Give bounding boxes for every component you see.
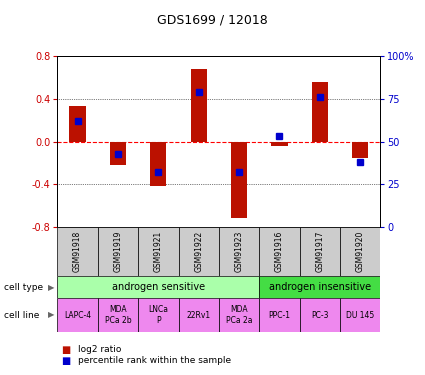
- Bar: [259, 227, 300, 276]
- Text: GSM91916: GSM91916: [275, 231, 284, 272]
- Text: LAPC-4: LAPC-4: [64, 310, 91, 320]
- Bar: [300, 298, 340, 332]
- Bar: [259, 298, 300, 332]
- Text: 22Rv1: 22Rv1: [187, 310, 211, 320]
- Bar: [57, 298, 98, 332]
- Bar: [340, 227, 380, 276]
- Bar: [57, 276, 259, 298]
- Text: androgen sensitive: androgen sensitive: [112, 282, 205, 292]
- Bar: [178, 227, 219, 276]
- Text: ▶: ▶: [48, 310, 54, 320]
- Text: GSM91920: GSM91920: [356, 231, 365, 272]
- Bar: [259, 276, 380, 298]
- Bar: [271, 141, 287, 146]
- Bar: [98, 227, 138, 276]
- Bar: [231, 141, 247, 218]
- Bar: [150, 141, 166, 186]
- Bar: [138, 227, 178, 276]
- Text: ▶: ▶: [48, 283, 54, 292]
- Text: GSM91917: GSM91917: [315, 231, 324, 272]
- Text: GSM91921: GSM91921: [154, 231, 163, 272]
- Bar: [219, 298, 259, 332]
- Bar: [57, 227, 98, 276]
- Text: PPC-1: PPC-1: [269, 310, 290, 320]
- Text: percentile rank within the sample: percentile rank within the sample: [78, 356, 231, 365]
- Text: log2 ratio: log2 ratio: [78, 345, 121, 354]
- Bar: [340, 298, 380, 332]
- Bar: [178, 298, 219, 332]
- Text: cell type: cell type: [4, 283, 43, 292]
- Text: ■: ■: [62, 345, 71, 354]
- Bar: [312, 82, 328, 141]
- Text: cell line: cell line: [4, 310, 40, 320]
- Bar: [352, 141, 368, 158]
- Bar: [190, 69, 207, 141]
- Text: ■: ■: [62, 356, 71, 366]
- Text: MDA
PCa 2a: MDA PCa 2a: [226, 305, 252, 325]
- Text: androgen insensitive: androgen insensitive: [269, 282, 371, 292]
- Bar: [110, 141, 126, 165]
- Bar: [138, 298, 178, 332]
- Text: GSM91923: GSM91923: [235, 231, 244, 272]
- Text: GSM91919: GSM91919: [113, 231, 122, 272]
- Text: GSM91918: GSM91918: [73, 231, 82, 272]
- Text: MDA
PCa 2b: MDA PCa 2b: [105, 305, 131, 325]
- Bar: [300, 227, 340, 276]
- Text: GSM91922: GSM91922: [194, 231, 203, 272]
- Bar: [69, 106, 85, 141]
- Text: PC-3: PC-3: [311, 310, 329, 320]
- Text: LNCa
P: LNCa P: [148, 305, 168, 325]
- Text: DU 145: DU 145: [346, 310, 374, 320]
- Text: GDS1699 / 12018: GDS1699 / 12018: [157, 13, 268, 26]
- Bar: [98, 298, 138, 332]
- Bar: [219, 227, 259, 276]
